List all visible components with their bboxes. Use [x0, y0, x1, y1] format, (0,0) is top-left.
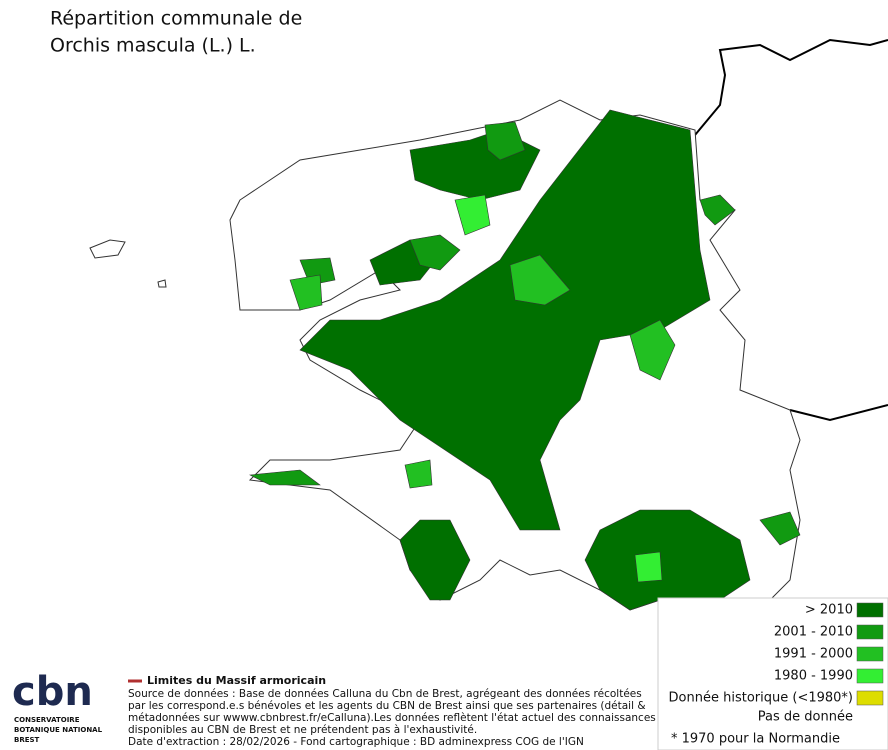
- title: Orchis mascula (L.) L.: [50, 35, 256, 57]
- logo-subtitle-line: CONSERVATOIRE: [14, 716, 80, 724]
- coastline: [694, 38, 888, 136]
- legend-swatch: [856, 602, 884, 618]
- legend-label: Donnée historique (<1980*): [669, 691, 853, 706]
- legend-box: [657, 597, 888, 750]
- logo-subtitle-line: BOTANIQUE NATIONAL: [14, 726, 103, 734]
- zone: [248, 469, 321, 486]
- source-line: Date d'extraction : 28/02/2026 - Fond ca…: [128, 736, 584, 748]
- legend-label: 2001 - 2010: [774, 625, 853, 640]
- legend-swatch: [856, 624, 884, 640]
- legend-swatch: [856, 668, 884, 684]
- island: [89, 239, 126, 259]
- legend-label: Pas de donnée: [758, 710, 853, 725]
- zone: [454, 194, 491, 236]
- source-line: disponibles au CBN de Brest et ne préten…: [128, 724, 477, 736]
- source: Source de données : Base de données Call…: [128, 688, 656, 748]
- legend-swatch: [856, 690, 884, 706]
- logo-subtitle: CONSERVATOIRE BOTANIQUE NATIONAL BREST: [14, 716, 103, 744]
- zone: [509, 254, 571, 306]
- zone: [299, 109, 711, 531]
- legend-label: > 2010: [805, 603, 853, 618]
- logo: cbn: [12, 669, 93, 715]
- zone: [759, 511, 801, 546]
- zone: [409, 234, 461, 271]
- coastline: [789, 404, 888, 422]
- legend-label: 1980 - 1990: [774, 669, 853, 684]
- source-line: Source de données : Base de données Call…: [128, 688, 642, 700]
- zone: [699, 194, 736, 226]
- boundary-label: Limites du Massif armoricain: [147, 674, 326, 687]
- zone: [399, 519, 471, 601]
- zone: [484, 121, 526, 161]
- zone: [404, 459, 433, 489]
- logo-subtitle-line: BREST: [14, 736, 40, 744]
- title: Répartition communale de: [50, 8, 302, 30]
- source-line: par les correspond.e.s bénévoles et les …: [128, 700, 646, 712]
- source-line: métadonnées sur wwww.cbnbrest.fr/eCallun…: [128, 712, 656, 724]
- legend: > 2010 2001 - 2010 1991 - 2000 1980 - 1990 D…: [669, 602, 884, 706]
- legend-label: 1991 - 2000: [774, 647, 853, 662]
- zone: [289, 274, 323, 311]
- legend-swatch: [856, 646, 884, 662]
- island: [157, 279, 167, 288]
- zone: [629, 319, 676, 381]
- zone: [634, 551, 663, 583]
- footnote: * 1970 pour la Normandie: [671, 732, 840, 747]
